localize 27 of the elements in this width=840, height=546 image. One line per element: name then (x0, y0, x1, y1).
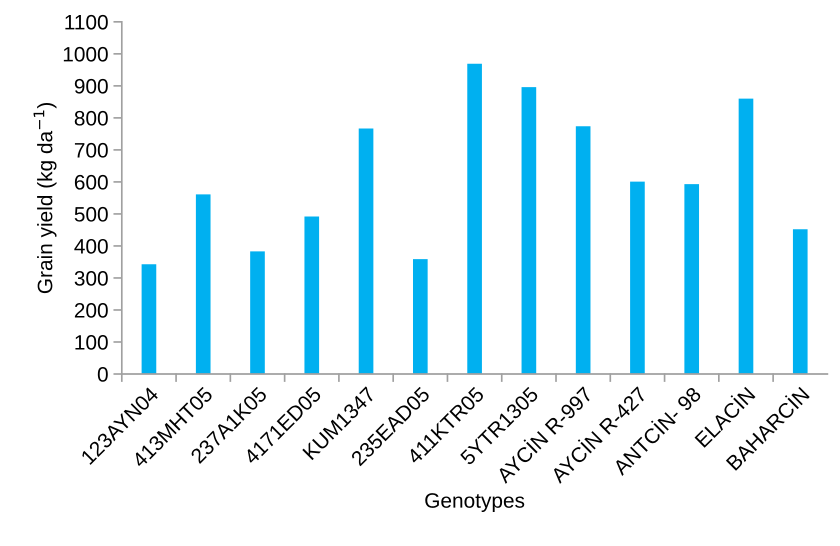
y-tick-label: 100 (75, 334, 108, 350)
bar (142, 264, 156, 374)
bar (358, 128, 374, 374)
bar (576, 126, 590, 374)
y-tick-label: 700 (74, 142, 108, 158)
y-tick-label: 600 (74, 174, 108, 190)
y-tick-label: 300 (74, 270, 108, 286)
y-tick-label: 400 (74, 238, 108, 254)
bar (522, 87, 536, 374)
bar (630, 182, 645, 374)
bar (412, 259, 428, 374)
y-axis-title: Grain yield (kg da$^{−1}$) (34, 102, 57, 294)
bar (250, 251, 265, 374)
bar (196, 194, 211, 374)
bar (467, 64, 482, 374)
bar (684, 184, 700, 374)
y-tick-label: 900 (74, 78, 108, 94)
y-tick-label: 200 (74, 302, 108, 318)
bar (738, 98, 754, 374)
bar (304, 216, 320, 374)
y-tick-label: 500 (74, 206, 108, 222)
y-tick-label: 1000 (64, 46, 108, 62)
bar (792, 229, 808, 374)
x-axis-title: Genotypes (425, 493, 524, 512)
y-tick-label: 1100 (65, 14, 108, 30)
y-tick-label: 800 (74, 110, 108, 126)
y-tick-label: 0 (98, 367, 108, 382)
